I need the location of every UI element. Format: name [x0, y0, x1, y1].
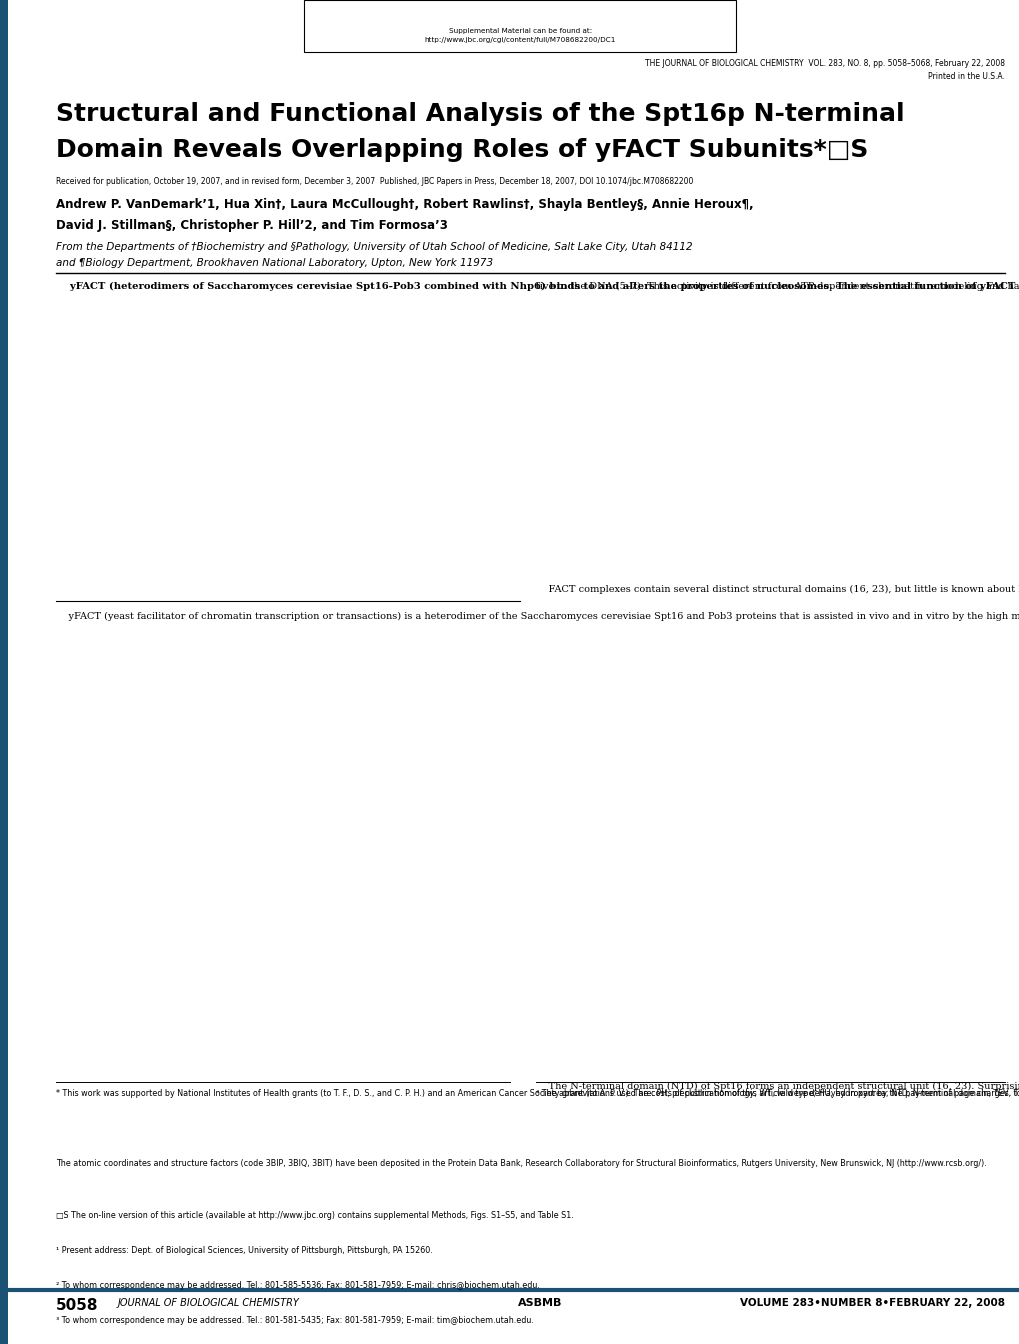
Text: and ¶Biology Department, Brookhaven National Laboratory, Upton, New York 11973: and ¶Biology Department, Brookhaven Nati…	[56, 258, 493, 267]
Text: 5058: 5058	[56, 1298, 99, 1313]
Text: FACT complexes contain several distinct structural domains (16, 23), but little : FACT complexes contain several distinct …	[535, 585, 1019, 594]
FancyBboxPatch shape	[304, 0, 736, 52]
Text: Received for publication, October 19, 2007, and in revised form, December 3, 200: Received for publication, October 19, 20…	[56, 177, 693, 187]
Text: From the Departments of †Biochemistry and §Pathology, University of Utah School : From the Departments of †Biochemistry an…	[56, 242, 692, 251]
Text: The N-terminal domain (NTD) of Spt16 forms an independent structural unit (16, 2: The N-terminal domain (NTD) of Spt16 for…	[535, 1082, 1019, 1091]
Text: JOURNAL OF BIOLOGICAL CHEMISTRY: JOURNAL OF BIOLOGICAL CHEMISTRY	[117, 1298, 299, 1308]
Text: David J. Stillman§, Christopher P. Hill’2, and Tim Formosa’3: David J. Stillman§, Christopher P. Hill’…	[56, 219, 447, 233]
Text: yFACT (yeast facilitator of chromatin transcription or transactions) is a hetero: yFACT (yeast facilitator of chromatin tr…	[56, 612, 1019, 621]
Text: Andrew P. VanDemark’1, Hua Xin†, Laura McCullough†, Robert Rawlins†, Shayla Bent: Andrew P. VanDemark’1, Hua Xin†, Laura M…	[56, 198, 753, 211]
Text: □S The on-line version of this article (available at http://www.jbc.org) contain: □S The on-line version of this article (…	[56, 1211, 574, 1220]
Text: ² To whom correspondence may be addressed. Tel.: 801-585-5536; Fax: 801-581-7959: ² To whom correspondence may be addresse…	[56, 1281, 539, 1290]
Text: * This work was supported by National Institutes of Health grants (to T. F., D. : * This work was supported by National In…	[56, 1089, 1019, 1098]
Text: ASBMB: ASBMB	[518, 1298, 562, 1308]
Text: ⁴ The abbreviations used are: PH, pleckstrin homology; WT, wild type; HU, hydrox: ⁴ The abbreviations used are: PH, plecks…	[535, 1089, 1019, 1098]
Text: ¹ Present address: Dept. of Biological Sciences, University of Pittsburgh, Pitts: ¹ Present address: Dept. of Biological S…	[56, 1246, 432, 1255]
Text: yFACT (heterodimers of Saccharomyces cerevisiae Spt16-Pob3 combined with Nhp6) b: yFACT (heterodimers of Saccharomyces cer…	[56, 282, 1019, 292]
Text: Supplemental Material can be found at:
http://www.jbc.org/cgi/content/full/M7086: Supplemental Material can be found at: h…	[424, 28, 615, 43]
Text: VOLUME 283•NUMBER 8•FEBRUARY 22, 2008: VOLUME 283•NUMBER 8•FEBRUARY 22, 2008	[739, 1298, 1004, 1308]
Text: THE JOURNAL OF BIOLOGICAL CHEMISTRY  VOL. 283, NO. 8, pp. 5058–5068, February 22: THE JOURNAL OF BIOLOGICAL CHEMISTRY VOL.…	[644, 59, 1004, 81]
Text: Domain Reveals Overlapping Roles of yFACT Subunits*□S: Domain Reveals Overlapping Roles of yFAC…	[56, 138, 867, 163]
Bar	[0, 0, 8, 1344]
Text: The atomic coordinates and structure factors (code 3BIP, 3BIQ, 3BIT) have been d: The atomic coordinates and structure fac…	[56, 1159, 986, 1168]
Text: ³ To whom correspondence may be addressed. Tel.: 801-581-5435; Fax: 801-581-7959: ³ To whom correspondence may be addresse…	[56, 1316, 534, 1325]
Text: Structural and Functional Analysis of the Spt16p N-terminal: Structural and Functional Analysis of th…	[56, 102, 904, 126]
Text: tive to the DNA (5–7). This activity is different from ATP-dependent chromatin r: tive to the DNA (5–7). This activity is …	[535, 282, 1019, 292]
